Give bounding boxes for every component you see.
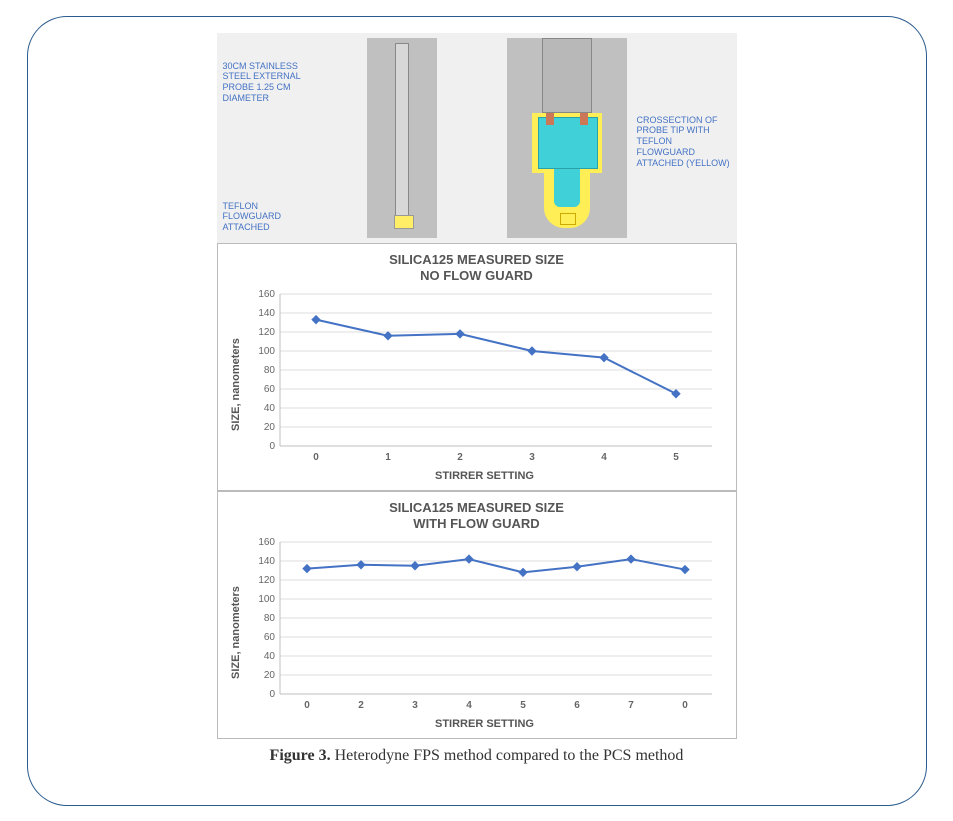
label-teflon-flowguard: TEFLON FLOWGUARD ATTACHED bbox=[223, 201, 313, 233]
svg-text:40: 40 bbox=[263, 403, 275, 414]
svg-text:7: 7 bbox=[628, 700, 634, 711]
chart2-svg: 0 20 40 60 80 100 120 140 160 0 2 3 4 5 6 7 0 bbox=[244, 536, 726, 716]
label-crosssection: CROSSECTION OF PROBE TIP WITH TEFLON FLO… bbox=[637, 115, 732, 169]
svg-text:3: 3 bbox=[529, 452, 535, 463]
chart1-y-label: SIZE, nanometers bbox=[228, 288, 244, 482]
svg-text:80: 80 bbox=[263, 365, 275, 376]
svg-text:0: 0 bbox=[682, 700, 688, 711]
svg-text:160: 160 bbox=[258, 289, 275, 300]
probe-tip bbox=[399, 220, 407, 228]
svg-text:140: 140 bbox=[258, 308, 275, 319]
probe-shaft bbox=[542, 38, 592, 113]
svg-text:6: 6 bbox=[574, 700, 580, 711]
svg-text:60: 60 bbox=[263, 384, 275, 395]
svg-text:60: 60 bbox=[263, 632, 275, 643]
chart1-svg: 0 20 40 60 80 100 120 140 160 0 1 2 3 4 5 bbox=[244, 288, 726, 468]
diagram-panel: 30CM STAINLESS STEEL EXTERNAL PROBE 1.25… bbox=[217, 33, 737, 243]
probe-tube bbox=[395, 43, 409, 218]
svg-text:0: 0 bbox=[269, 689, 275, 700]
chart2-title-line1: SILICA125 MEASURED SIZE bbox=[389, 500, 564, 515]
chart1-title: SILICA125 MEASURED SIZE NO FLOW GUARD bbox=[389, 252, 564, 285]
chart-no-flow-guard: SILICA125 MEASURED SIZE NO FLOW GUARD SI… bbox=[217, 243, 737, 491]
chart2-y-label: SIZE, nanometers bbox=[228, 536, 244, 730]
svg-text:120: 120 bbox=[258, 575, 275, 586]
svg-text:3: 3 bbox=[412, 700, 418, 711]
chart1-body: SIZE, nanometers 0 20 40 60 80 100 120 140 160 0 1… bbox=[228, 288, 726, 482]
chart-with-flow-guard: SILICA125 MEASURED SIZE WITH FLOW GUARD … bbox=[217, 491, 737, 739]
svg-text:160: 160 bbox=[258, 537, 275, 548]
chart1-x-label: STIRRER SETTING bbox=[244, 470, 726, 482]
svg-text:1: 1 bbox=[385, 452, 391, 463]
caption-text: Heterodyne FPS method compared to the PC… bbox=[331, 747, 684, 764]
svg-text:4: 4 bbox=[466, 700, 472, 711]
svg-text:120: 120 bbox=[258, 327, 275, 338]
svg-text:5: 5 bbox=[520, 700, 526, 711]
svg-text:0: 0 bbox=[313, 452, 319, 463]
svg-text:100: 100 bbox=[258, 346, 275, 357]
label-probe-spec: 30CM STAINLESS STEEL EXTERNAL PROBE 1.25… bbox=[223, 61, 318, 104]
chart2-title-line2: WITH FLOW GUARD bbox=[413, 516, 539, 531]
chart2-body: SIZE, nanometers 02040608010012014016002… bbox=[228, 536, 726, 730]
chart2-title: SILICA125 MEASURED SIZE WITH FLOW GUARD bbox=[389, 500, 564, 533]
flowguard-lower bbox=[544, 173, 590, 228]
svg-text:100: 100 bbox=[258, 594, 275, 605]
svg-text:20: 20 bbox=[263, 422, 275, 433]
chart2-plot-column: 0 20 40 60 80 100 120 140 160 0 2 3 4 5 6 7 0 STIRRER SE… bbox=[244, 536, 726, 730]
svg-text:140: 140 bbox=[258, 556, 275, 567]
svg-text:0: 0 bbox=[269, 441, 275, 452]
svg-text:40: 40 bbox=[263, 651, 275, 662]
figure-caption: Figure 3. Heterodyne FPS method compared… bbox=[270, 747, 684, 765]
chart2-x-label: STIRRER SETTING bbox=[244, 718, 726, 730]
chart1-plot-column: 0 20 40 60 80 100 120 140 160 0 1 2 3 4 5 STIRRER SETT… bbox=[244, 288, 726, 482]
figure-frame: 30CM STAINLESS STEEL EXTERNAL PROBE 1.25… bbox=[27, 16, 927, 806]
flowguard-upper bbox=[532, 113, 602, 173]
svg-text:5: 5 bbox=[673, 452, 679, 463]
svg-text:20: 20 bbox=[263, 670, 275, 681]
svg-text:4: 4 bbox=[601, 452, 607, 463]
chart1-title-line2: NO FLOW GUARD bbox=[420, 268, 533, 283]
chart1-title-line1: SILICA125 MEASURED SIZE bbox=[389, 252, 564, 267]
crosssection-assembly bbox=[532, 38, 602, 238]
svg-text:0: 0 bbox=[304, 700, 310, 711]
probe-full-view bbox=[367, 38, 437, 238]
caption-prefix: Figure 3. bbox=[270, 747, 331, 764]
svg-text:2: 2 bbox=[457, 452, 463, 463]
svg-text:2: 2 bbox=[358, 700, 364, 711]
probe-crosssection-view bbox=[507, 38, 627, 238]
svg-text:80: 80 bbox=[263, 613, 275, 624]
